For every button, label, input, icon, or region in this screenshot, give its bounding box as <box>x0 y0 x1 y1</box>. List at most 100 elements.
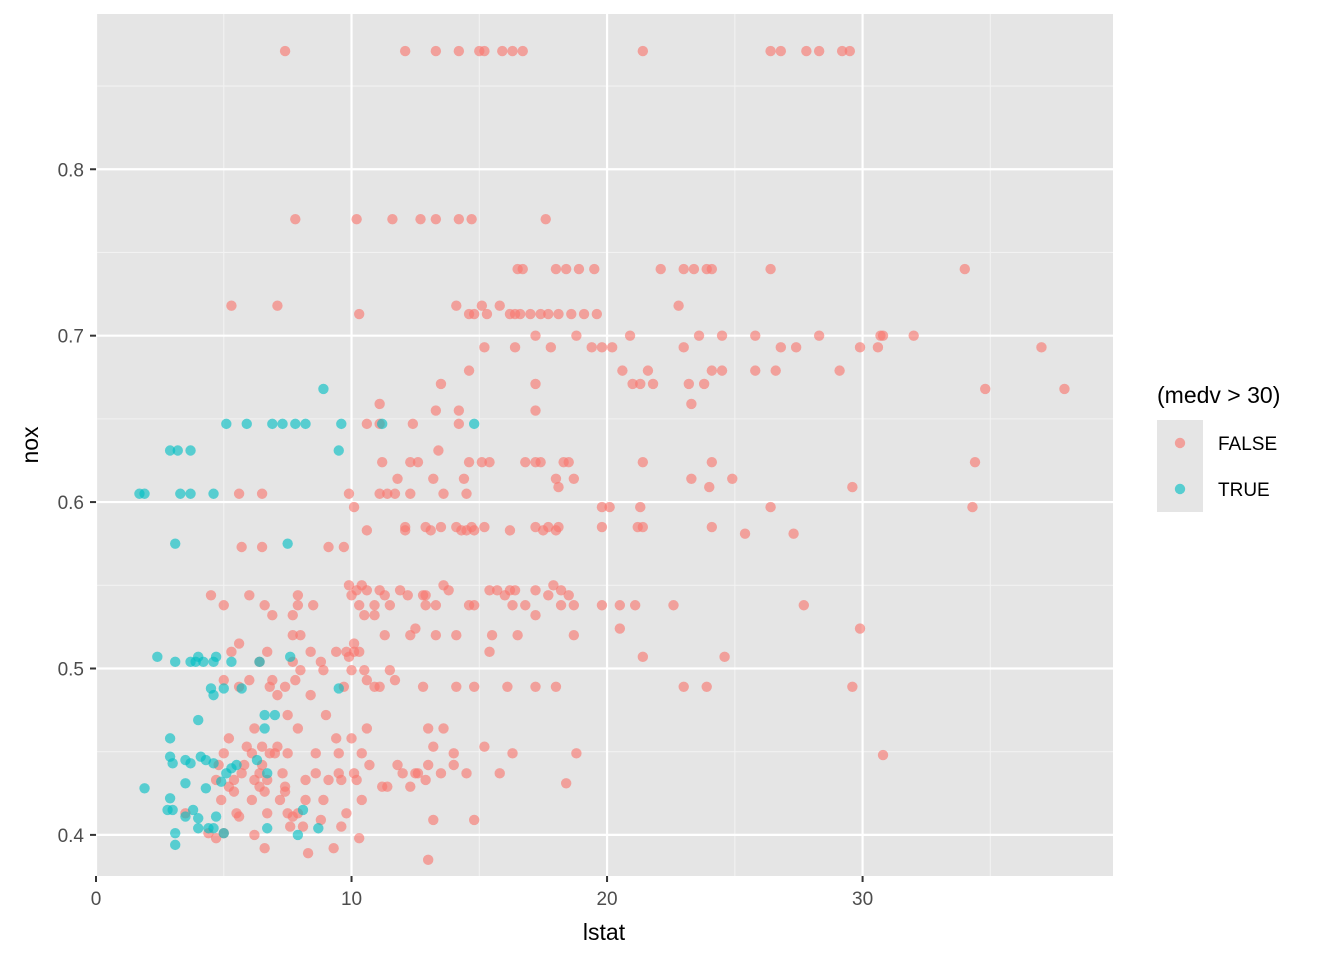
data-point <box>221 768 232 779</box>
data-point <box>537 525 549 536</box>
data-point <box>589 263 600 275</box>
data-point <box>323 774 334 786</box>
data-point <box>239 759 250 771</box>
data-point <box>359 664 370 676</box>
data-point <box>417 681 429 692</box>
data-point <box>295 664 306 676</box>
data-point <box>405 488 416 499</box>
data-point <box>563 590 574 601</box>
data-point <box>530 610 541 621</box>
data-point <box>353 646 365 658</box>
data-point <box>420 590 431 601</box>
data-point <box>300 794 311 806</box>
data-point <box>568 630 580 641</box>
data-point <box>175 488 186 499</box>
data-point <box>571 748 582 759</box>
data-point <box>673 300 684 311</box>
data-point <box>353 600 365 611</box>
data-point <box>228 786 240 797</box>
data-point <box>164 733 176 744</box>
data-point <box>494 300 505 311</box>
data-point <box>361 418 373 430</box>
data-point <box>637 521 649 533</box>
data-point <box>376 456 388 468</box>
data-point <box>540 213 551 225</box>
data-point <box>739 528 751 539</box>
data-point <box>282 709 293 721</box>
data-point <box>422 854 434 866</box>
data-point <box>343 580 355 591</box>
data-point <box>330 733 342 744</box>
data-point <box>466 213 477 225</box>
data-point <box>259 709 270 721</box>
data-point <box>241 418 252 430</box>
data-point <box>438 723 449 734</box>
data-point <box>507 748 518 759</box>
data-point <box>251 754 263 766</box>
data-point <box>254 656 265 668</box>
data-point <box>624 330 636 341</box>
data-point <box>259 843 270 854</box>
data-point <box>193 823 204 834</box>
data-point <box>259 600 270 611</box>
data-point <box>369 600 380 611</box>
data-point <box>310 748 321 759</box>
legend-swatch <box>1174 437 1186 449</box>
data-point <box>517 263 528 275</box>
data-point <box>328 843 339 854</box>
data-point <box>453 213 465 225</box>
data-point <box>170 656 181 668</box>
data-point <box>139 783 150 794</box>
data-point <box>877 749 889 761</box>
data-point <box>568 600 580 611</box>
data-point <box>788 528 799 539</box>
data-point <box>353 308 365 320</box>
data-point <box>164 445 176 456</box>
data-point <box>300 774 311 786</box>
data-point <box>295 630 306 641</box>
legend: (medv > 30) FALSE TRUE <box>1157 382 1280 512</box>
data-point <box>353 833 365 844</box>
data-point <box>491 585 503 596</box>
grid-major <box>94 14 1113 876</box>
data-point <box>387 213 398 225</box>
data-point <box>550 525 562 536</box>
data-point <box>468 525 480 536</box>
data-point <box>180 811 191 822</box>
data-point <box>333 748 344 759</box>
data-point <box>497 45 508 57</box>
data-point <box>479 45 490 57</box>
data-point <box>264 681 275 692</box>
data-point <box>397 768 408 779</box>
data-point <box>550 681 562 692</box>
data-point <box>877 330 889 341</box>
data-point <box>678 342 689 353</box>
data-point <box>698 378 710 390</box>
data-point <box>668 600 679 611</box>
x-tick-label: 10 <box>341 889 362 910</box>
data-point <box>701 681 712 692</box>
data-point <box>430 213 442 225</box>
data-point <box>468 308 480 320</box>
data-point <box>285 651 296 663</box>
data-point <box>606 342 618 353</box>
data-point <box>315 656 327 668</box>
data-point <box>305 646 316 658</box>
data-point <box>555 585 567 596</box>
data-point <box>218 683 229 694</box>
data-point <box>468 600 480 611</box>
data-point <box>338 541 350 553</box>
series-true <box>134 383 480 851</box>
y-tick-label: 0.6 <box>58 493 84 514</box>
data-point <box>210 833 222 844</box>
data-point <box>451 630 462 641</box>
data-point <box>854 623 866 634</box>
data-point <box>208 488 219 499</box>
data-point <box>336 774 347 786</box>
data-point <box>231 759 242 771</box>
data-point <box>330 646 342 658</box>
data-point <box>361 723 373 734</box>
data-point <box>256 741 268 752</box>
data-point <box>655 263 666 275</box>
data-point <box>484 456 495 468</box>
